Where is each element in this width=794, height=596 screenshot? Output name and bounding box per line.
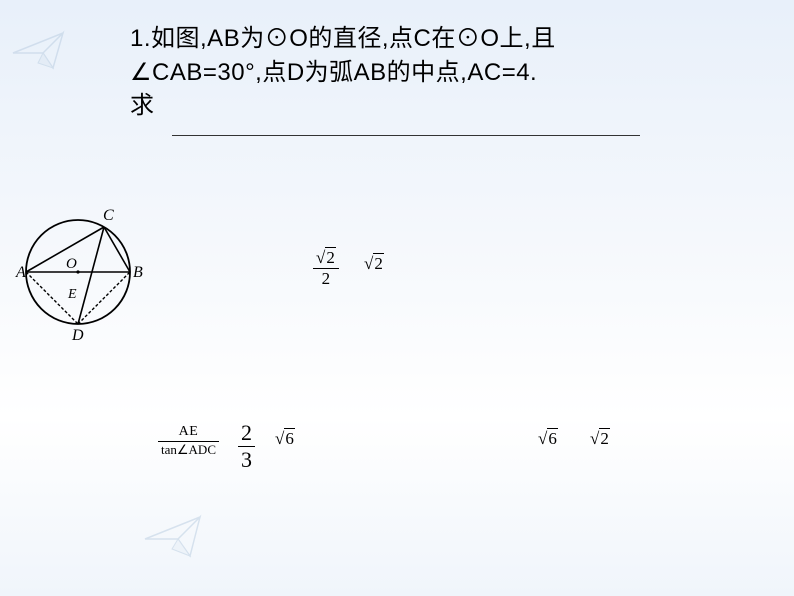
problem-line-2: ∠CAB=30°,点D为弧AB的中点,AC=4. xyxy=(130,59,537,86)
label-E: E xyxy=(67,287,77,302)
problem-line-1: 1.如图,AB为⊙O的直径,点C在⊙O上,且 xyxy=(130,25,556,52)
expression-sqrt2-over-2: 2 2 xyxy=(313,248,339,290)
label-O: O xyxy=(66,256,77,272)
label-A: A xyxy=(15,264,26,281)
problem-line-3: 求 xyxy=(130,92,155,119)
label-B: B xyxy=(133,264,143,281)
divider xyxy=(172,135,640,136)
label-D: D xyxy=(71,327,84,344)
paper-plane-icon xyxy=(8,28,78,78)
expression-sqrt2: 2 xyxy=(364,254,384,274)
geometry-diagram: A B C D O E xyxy=(10,200,148,345)
label-C: C xyxy=(103,207,114,224)
expression-sqrt2-b: 2 xyxy=(590,429,610,449)
problem-statement: 1.如图,AB为⊙O的直径,点C在⊙O上,且 ∠CAB=30°,点D为弧AB的中… xyxy=(130,22,670,123)
expression-sqrt6-a: 6 xyxy=(275,429,295,449)
expression-ae-over-tan: AE tan∠ADC xyxy=(158,424,219,457)
expression-2-over-3: 2 3 xyxy=(238,420,255,474)
paper-plane-icon xyxy=(140,511,215,566)
expression-sqrt6-b: 6 xyxy=(538,429,558,449)
